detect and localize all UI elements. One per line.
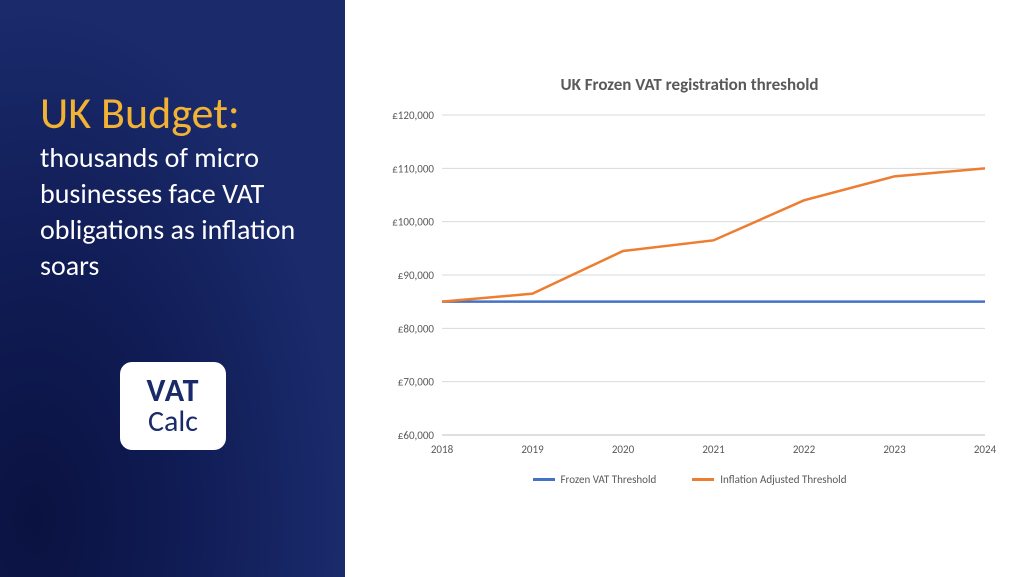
slide-title-accent: UK Budget:	[40, 90, 317, 136]
svg-text:£80,000: £80,000	[397, 322, 434, 335]
slide-subtitle: thousands of micro businesses face VAT o…	[40, 140, 317, 283]
legend-item: Frozen VAT Threshold	[533, 473, 657, 486]
chart-legend: Frozen VAT Threshold Inflation Adjusted T…	[380, 473, 1000, 486]
chart-container: UK Frozen VAT registration threshold £60…	[380, 74, 1000, 504]
svg-text:2018: 2018	[430, 443, 453, 456]
svg-text:2019: 2019	[521, 443, 544, 456]
left-panel: UK Budget: thousands of micro businesses…	[0, 0, 345, 577]
slide: UK Budget: thousands of micro businesses…	[0, 0, 1024, 577]
vatcalc-logo: VAT Calc	[120, 362, 226, 450]
right-panel: UK Frozen VAT registration threshold £60…	[345, 0, 1024, 577]
svg-text:£90,000: £90,000	[397, 269, 434, 282]
svg-text:£120,000: £120,000	[392, 109, 434, 122]
legend-item: Inflation Adjusted Threshold	[692, 473, 846, 486]
svg-text:2020: 2020	[611, 443, 634, 456]
svg-text:£70,000: £70,000	[397, 375, 434, 388]
svg-text:2023: 2023	[883, 443, 906, 456]
svg-text:2022: 2022	[792, 443, 815, 456]
svg-text:£100,000: £100,000	[392, 215, 434, 228]
legend-swatch	[533, 478, 555, 481]
chart-title: UK Frozen VAT registration threshold	[380, 74, 1000, 95]
legend-swatch	[692, 478, 714, 481]
svg-text:£110,000: £110,000	[392, 162, 434, 175]
svg-text:£60,000: £60,000	[397, 429, 434, 442]
svg-text:2021: 2021	[702, 443, 725, 456]
line-chart: £60,000 £70,000 £80,000 £90,000 £100,000 £110…	[380, 105, 1000, 465]
svg-text:2024: 2024	[973, 443, 996, 456]
legend-label: Inflation Adjusted Threshold	[720, 473, 846, 486]
legend-label: Frozen VAT Threshold	[561, 473, 657, 486]
logo-line-2: Calc	[148, 407, 198, 437]
